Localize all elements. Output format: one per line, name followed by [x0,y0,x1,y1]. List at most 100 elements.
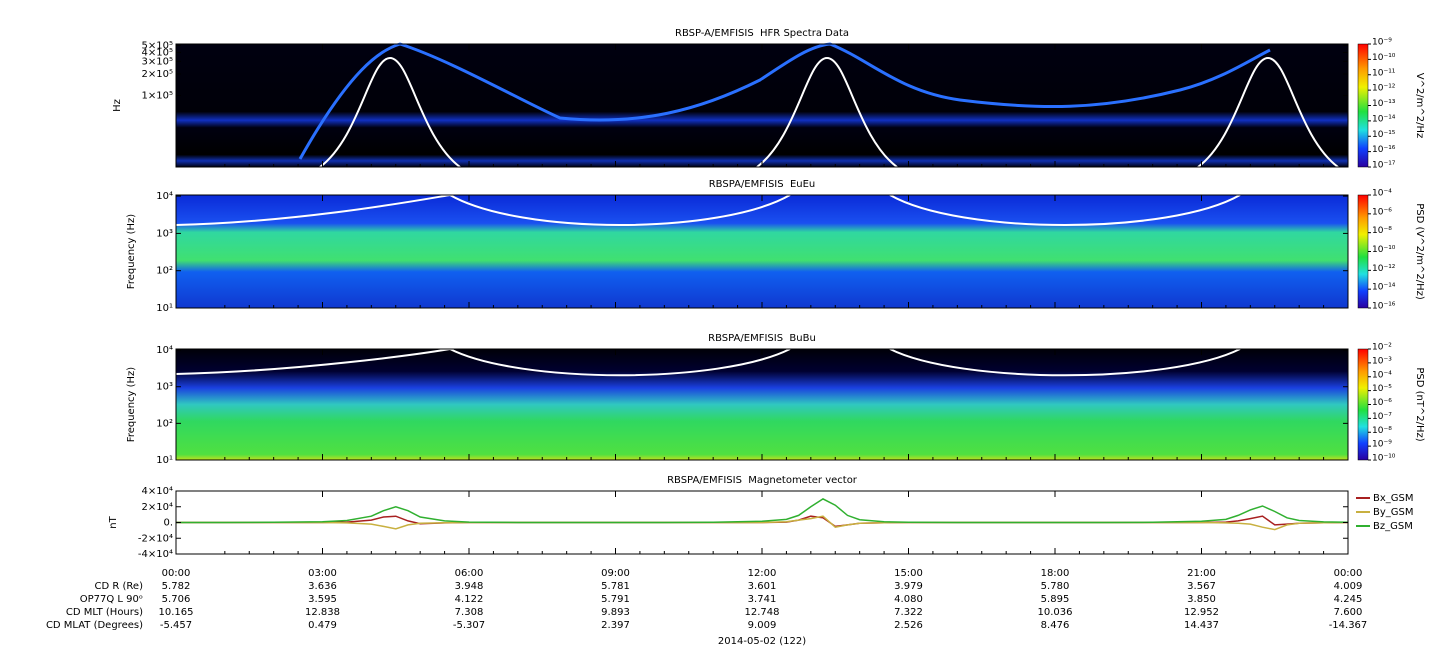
ephemeris-value: -5.307 [453,620,485,631]
ephemeris-value: 10.165 [159,607,194,618]
ephemeris-label: CD MLAT (Degrees) [46,620,143,631]
colorbar [1357,43,1369,168]
y-tick-label: 2×10⁵ [142,69,173,80]
ephemeris-value: 9.893 [601,607,630,618]
ephemeris-value: 7.600 [1334,607,1363,618]
colorbar-tick-label: 10⁻⁹ [1372,440,1392,450]
ephemeris-label: CD MLT (Hours) [66,607,143,618]
ephemeris-value: 4.245 [1334,594,1363,605]
colorbar-tick-label: 10⁻⁸ [1372,426,1392,436]
series-line [176,515,1349,531]
ephemeris-value: 3.595 [308,594,337,605]
y-tick-label: 4×10⁴ [142,486,173,497]
ephemeris-label: OP77Q L 90ᵒ [80,594,143,605]
x-tick-label: 06:00 [455,568,484,579]
ephemeris-value: 3.850 [1187,594,1216,605]
x-tick-label: 09:00 [601,568,630,579]
panel-title: RBSPA/EMFISIS Magnetometer vector [667,475,858,486]
panel-title: RBSPA/EMFISIS BuBu [708,333,816,344]
y-axis-label: Frequency (Hz) [126,367,137,443]
y-axis-label: Hz [112,99,123,112]
ephemeris-value: 7.322 [894,607,923,618]
y-tick-label: 0. [163,518,173,529]
cyclotron-curve [175,348,1241,377]
colorbar-tick-label: 10⁻⁸ [1372,226,1392,236]
plasma-line [298,42,1271,160]
y-tick-label: -2×10⁴ [138,533,173,544]
colorbar-tick-label: 10⁻³ [1372,356,1392,366]
ephemeris-value: 5.781 [601,581,630,592]
cyclotron-curve [319,56,461,168]
ephemeris-value: 2.526 [894,620,923,631]
colorbar-tick-label: 10⁻⁶ [1372,207,1392,217]
y-tick-label: 10⁴ [156,191,173,202]
colorbar-tick-label: 10⁻¹⁴ [1372,283,1396,293]
y-tick-label: 10⁴ [156,345,173,356]
ephemeris-label: CD R (Re) [95,581,144,592]
colorbar-tick-label: 10⁻⁴ [1372,189,1392,199]
ephemeris-value: 3.948 [455,581,484,592]
y-tick-label: -4×10⁴ [138,549,173,560]
ephemeris-value: 5.791 [601,594,630,605]
y-tick-label: 10¹ [156,303,173,314]
ephemeris-value: 0.479 [308,620,337,631]
colorbar-tick-label: 10⁻⁵ [1372,384,1392,394]
ephemeris-value: 3.636 [308,581,337,592]
colorbar [1357,194,1369,309]
ephemeris-value: 4.009 [1334,581,1363,592]
colorbar-tick-label: 10⁻¹⁷ [1372,161,1396,171]
x-tick-label: 15:00 [894,568,923,579]
colorbar-tick-label: 10⁻⁹ [1372,38,1392,48]
ephemeris-value: 5.895 [1041,594,1070,605]
colorbar-tick-label: 10⁻⁷ [1372,412,1392,422]
series-line [176,498,1349,524]
colorbar-tick-label: 10⁻¹⁵ [1372,130,1396,140]
panel-title: RBSP-A/EMFISIS HFR Spectra Data [675,28,849,39]
ephemeris-value: 3.741 [748,594,777,605]
spectrogram-image [176,349,1348,460]
x-tick-label: 03:00 [308,568,337,579]
y-tick-label: 10¹ [156,455,173,466]
colorbar-tick-label: 10⁻¹³ [1372,99,1396,109]
ephemeris-value: 5.782 [162,581,191,592]
y-tick-label: 10³ [156,382,173,393]
colorbar-tick-label: 10⁻¹² [1372,264,1396,274]
cyclotron-curve [756,56,898,168]
legend-label: Bz_GSM [1373,521,1413,532]
cyclotron-curve [175,194,1241,226]
ephemeris-value: 5.706 [162,594,191,605]
colorbar-tick-label: 10⁻¹¹ [1372,68,1396,78]
ephemeris-value: 14.437 [1184,620,1219,631]
colorbar-tick-label: 10⁻¹⁶ [1372,302,1396,312]
ephemeris-value: 3.567 [1187,581,1216,592]
colorbar-tick-label: 10⁻¹⁰ [1372,245,1396,255]
colorbar-tick-label: 10⁻⁶ [1372,398,1392,408]
y-tick-label: 10² [156,266,173,277]
colorbar-tick-label: 10⁻² [1372,343,1392,353]
ephemeris-value: 4.080 [894,594,923,605]
y-tick-label: 10³ [156,228,173,239]
x-tick-label: 00:00 [1334,568,1363,579]
y-tick-label: 10² [156,418,173,429]
ephemeris-value: 8.476 [1041,620,1070,631]
ephemeris-value: 10.036 [1038,607,1073,618]
ephemeris-value: 12.838 [305,607,340,618]
colorbar-tick-label: 10⁻¹⁴ [1372,114,1396,124]
x-tick-label: 12:00 [748,568,777,579]
ephemeris-value: -14.367 [1329,620,1368,631]
y-tick-label: 3×10⁵ [142,56,173,67]
ephemeris-value: 3.979 [894,581,923,592]
y-axis-label: nT [108,515,119,528]
ephemeris-value: 7.308 [455,607,484,618]
colorbar-label: V^2/m^2/Hz [1414,73,1425,139]
y-tick-label: 1×10⁵ [142,90,173,101]
colorbar-tick-label: 10⁻¹⁶ [1372,145,1396,155]
spectrogram-image [176,44,1348,167]
ephemeris-value: -5.457 [160,620,192,631]
y-tick-label: 4×10⁵ [142,47,173,58]
ephemeris-value: 2.397 [601,620,630,631]
y-tick-label: 5×10⁵ [142,41,173,52]
ephemeris-value: 4.122 [455,594,484,605]
